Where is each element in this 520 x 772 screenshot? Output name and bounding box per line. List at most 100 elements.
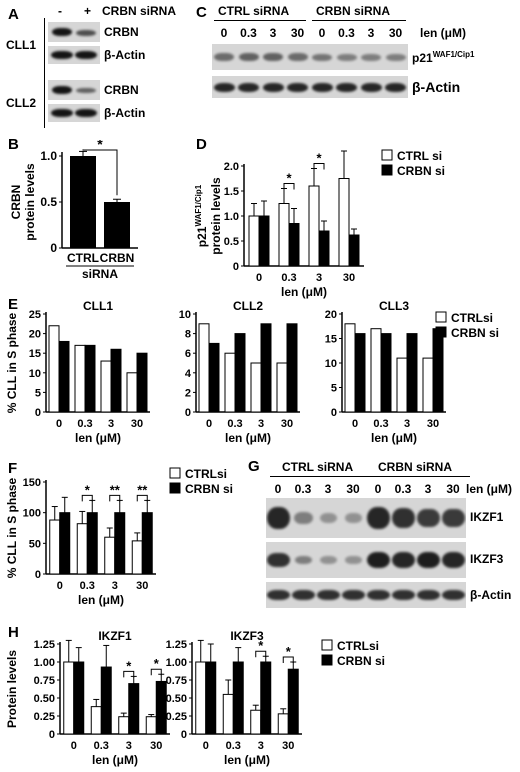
chart-e-1-xlabel: len (μM) xyxy=(225,431,271,445)
blot-g-actin-lane-6 xyxy=(417,590,440,600)
blot-g-actin xyxy=(266,582,466,608)
panel-g-dose-3: 30 xyxy=(346,482,360,496)
chart-d-legend-label-0: CTRL si xyxy=(397,149,442,163)
panel-c-band1-label: p21WAF1/Cip1 xyxy=(412,50,475,65)
blot-c-actin-lane-4 xyxy=(311,82,333,92)
panel-g-band-actin: β-Actin xyxy=(470,588,512,602)
chart-e-2-bar-s1-c2 xyxy=(406,333,418,413)
blot-g-ikzf3 xyxy=(266,542,466,578)
panel-d-letter: D xyxy=(196,136,207,153)
chart-e-1-ytick-label-2: 4 xyxy=(185,368,192,380)
chart-e-1-bar-s1-c1 xyxy=(234,333,246,413)
chart-h-1-xtick-0: 0 xyxy=(203,740,209,752)
chart-d-bar-s0-c1 xyxy=(278,203,290,267)
chart-f-xtick-1: 0.3 xyxy=(80,580,95,592)
panel-c-ctrl-label: CTRL siRNA xyxy=(218,4,290,18)
chart-b-ytick-label-0: 0 xyxy=(50,241,57,255)
blot-c-p21-lane-0 xyxy=(214,53,235,61)
chart-f-bar-s0-c2 xyxy=(104,536,116,575)
chart-d-sig-bracket-1 xyxy=(313,163,325,170)
chart-e-0-xtick-0: 0 xyxy=(56,418,62,430)
chart-e-2-xtick-0: 0 xyxy=(352,418,358,430)
panel-a-letter: A xyxy=(8,6,19,23)
chart-b-sig-bracket xyxy=(82,149,118,196)
chart-h-1-xtick-2: 3 xyxy=(258,740,264,752)
chart-f-sig-1: ** xyxy=(110,482,121,497)
chart-h-0-ytick-label-2: 0.50 xyxy=(34,693,55,705)
chart-h-1-bar-s1-c3 xyxy=(287,668,299,735)
blot-g-ikzf1-lane-5 xyxy=(391,508,416,528)
chart-h-0-xtick-0: 0 xyxy=(71,740,77,752)
chart-h-1-title: IKZF3 xyxy=(230,629,264,643)
chart-d-legend-swatch-1 xyxy=(381,164,393,176)
chart-h-0-xtick-2: 3 xyxy=(126,740,132,752)
panel-c-crbn-label: CRBN siRNA xyxy=(316,4,391,18)
panel-c-dose-0: 0 xyxy=(220,26,228,40)
blot-g-ikzf3-lane-3 xyxy=(345,556,362,564)
chart-e-1-bar-s0-c3 xyxy=(276,362,288,413)
chart-h-1-xtick-1: 0.3 xyxy=(226,740,241,752)
chart-h-legend-swatch-1 xyxy=(321,654,333,666)
panel-g-dose-2: 3 xyxy=(324,482,332,496)
blot-g-ikzf1-lane-6 xyxy=(417,509,440,527)
panel-a-cll1-label1: CRBN xyxy=(104,25,139,39)
chart-f-xtick-2: 3 xyxy=(112,580,118,592)
blot-c-actin-lane-7 xyxy=(385,82,407,92)
chart-h-1-ytick-label-0: 0 xyxy=(181,729,187,741)
chart-h-1-xlabel: len (μM) xyxy=(224,753,270,767)
chart-e-1-bar-s1-c2 xyxy=(260,323,272,413)
chart-e-0-title: CLL1 xyxy=(83,299,113,313)
panel-a-cll1-label2: β-Actin xyxy=(104,48,146,62)
chart-e-2-xlabel: len (μM) xyxy=(371,431,417,445)
panel-a-group-cll1: CLL1 xyxy=(6,38,36,52)
blot-c-actin xyxy=(212,76,408,98)
chart-e-0-ytick-label-2: 10 xyxy=(29,368,41,380)
blot-g-ikzf1-lane-2 xyxy=(319,513,338,523)
chart-h-1-bar-s0-c1 xyxy=(222,693,234,735)
chart-h-0-bar-s0-c3 xyxy=(145,716,157,735)
chart-f-bar-s1-c0 xyxy=(59,512,71,575)
blot-g-ikzf3-lane-5 xyxy=(391,552,416,568)
panel-g-ctrl-label: CTRL siRNA xyxy=(282,460,354,474)
chart-e-0-bar-s1-c2 xyxy=(110,348,122,413)
chart-h-0-xtick-1: 0.3 xyxy=(94,740,109,752)
chart-f-ytick-label-0: 0 xyxy=(35,569,41,581)
chart-d-sig-0: * xyxy=(286,171,292,186)
chart-e-2-ytick-label-1: 5 xyxy=(331,383,337,395)
blot-g-actin-lane-0 xyxy=(267,590,290,600)
chart-e-ylabel: % CLL in S phase xyxy=(5,312,19,413)
chart-f-ylabel: % CLL in S phase xyxy=(5,477,19,578)
panel-c-letter: C xyxy=(196,4,207,21)
blot-c-actin-lane-5 xyxy=(336,82,358,92)
panel-c-len-label: len (μM) xyxy=(420,26,467,40)
chart-e-1-bar-s0-c1 xyxy=(224,352,236,413)
panel-f-letter: F xyxy=(8,460,18,477)
chart-e-1-xtick-2: 3 xyxy=(258,418,264,430)
panel-a-header-minus: - xyxy=(58,4,62,18)
chart-d-bar-s1-c1 xyxy=(288,223,300,267)
chart-d-xlabel: len (μM) xyxy=(281,285,327,299)
blot-g-actin-lane-4 xyxy=(367,590,390,600)
chart-b-xlabel: siRNA xyxy=(82,267,118,280)
chart-f-legend-label-0: CTRLsi xyxy=(185,467,227,481)
chart-h-legend-label-0: CTRLsi xyxy=(337,639,379,653)
chart-e-0-ytick-label-5: 25 xyxy=(29,309,41,321)
chart-f-bar-s0-c0 xyxy=(49,519,61,575)
chart-e-2-xtick-3: 30 xyxy=(427,418,439,430)
blot-g-actin-lane-7 xyxy=(442,590,465,600)
chart-d: 0 0.5 1.0 1.5 2.0 0 0.3 3 30 * * len (μM) p21WAF1/Ci… xyxy=(194,149,445,299)
chart-e-0-bar-s0-c3 xyxy=(126,372,138,413)
chart-e-1-ytick-label-1: 2 xyxy=(185,387,191,399)
chart-d-bar-s0-c0 xyxy=(248,215,260,267)
panel-g-dose-4: 0 xyxy=(374,482,382,496)
chart-e-2-bar-s0-c2 xyxy=(396,357,408,413)
panel-a-cll2-label2: β-Actin xyxy=(104,106,146,120)
chart-h-1-xtick-3: 30 xyxy=(282,740,294,752)
chart-h-1-bar-s1-c1 xyxy=(232,661,244,735)
chart-b-sig: * xyxy=(97,140,103,152)
chart-e-2-ytick-label-2: 10 xyxy=(325,358,337,370)
chart-e-1-title: CLL2 xyxy=(233,299,263,313)
